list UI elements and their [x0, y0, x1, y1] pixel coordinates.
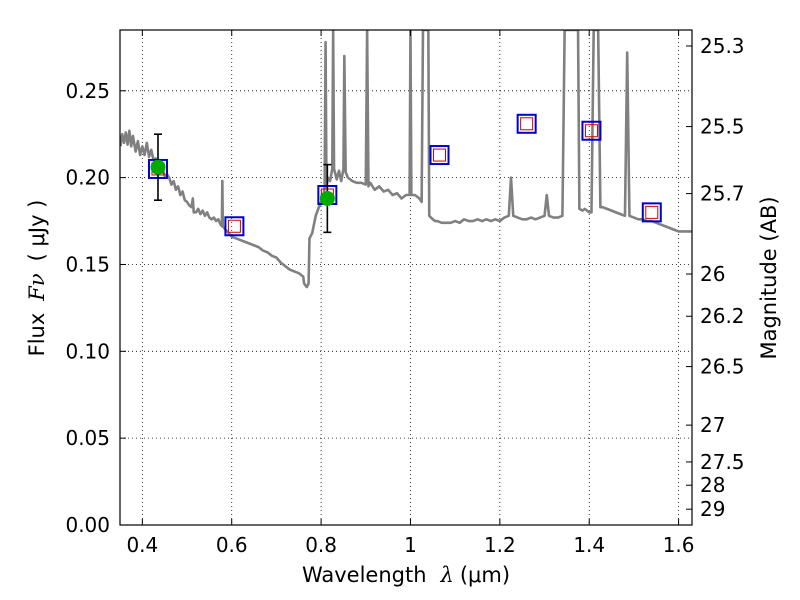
- model-photometry-inner-box: [227, 219, 241, 233]
- y-axis-title: FluxFν( μJy ): [25, 200, 49, 357]
- observed-photometry-point: [319, 190, 335, 206]
- y-tick-label: 0.05: [65, 426, 110, 450]
- y2-tick-label: 27: [700, 413, 725, 437]
- model-photometry-box: [224, 216, 245, 237]
- x-axis-title: Wavelength λ (μm): [302, 563, 510, 587]
- model-photometry-inner-box: [584, 124, 598, 138]
- x-tick-label: 0.8: [305, 533, 337, 557]
- observed-photometry-point: [150, 159, 166, 175]
- plot-frame: [119, 29, 693, 526]
- y-tick-label: 0.25: [65, 79, 110, 103]
- y2-tick-label: 26.2: [700, 304, 745, 328]
- model-photometry-box: [581, 120, 602, 141]
- model-photometry-inner-box: [645, 205, 659, 219]
- model-photometry-box: [516, 113, 537, 134]
- y-tick-label: 0.10: [65, 339, 110, 363]
- axis-ticks: 0.4 0.6 0.8 1 1.2 1.4 1.6 0.00 0.05 0.10 0.15 0.20 0…: [65, 30, 745, 557]
- model-photometry-inner-box: [433, 148, 447, 162]
- sed-model-line: [120, 30, 692, 289]
- x-tick-label: 0.4: [126, 533, 158, 557]
- x-tick-label: 0.6: [216, 533, 248, 557]
- plot-area: [120, 30, 692, 289]
- y2-tick-label: 28: [700, 473, 725, 497]
- y2-tick-label: 25.3: [700, 34, 745, 58]
- y2-tick-label: 27.5: [700, 450, 745, 474]
- x-tick-label: 1: [404, 533, 417, 557]
- y2-tick-label: 29: [700, 497, 725, 521]
- x-tick-label: 1.2: [484, 533, 516, 557]
- y2-tick-label: 25.7: [700, 182, 745, 206]
- model-photometry-box: [641, 202, 662, 223]
- x-tick-label: 1.4: [573, 533, 605, 557]
- y-tick-label: 0.15: [65, 252, 110, 276]
- model-photometry-inner-box: [520, 117, 534, 131]
- x-tick-label: 1.6: [663, 533, 695, 557]
- y2-tick-label: 25.5: [700, 115, 745, 139]
- model-photometry-box: [429, 145, 450, 166]
- y2-axis-title: Magnitude (AB): [757, 196, 781, 359]
- y-tick-label: 0.20: [65, 166, 110, 190]
- y2-tick-label: 26.5: [700, 355, 745, 379]
- y2-tick-label: 26: [700, 262, 725, 286]
- y-tick-label: 0.00: [65, 513, 110, 537]
